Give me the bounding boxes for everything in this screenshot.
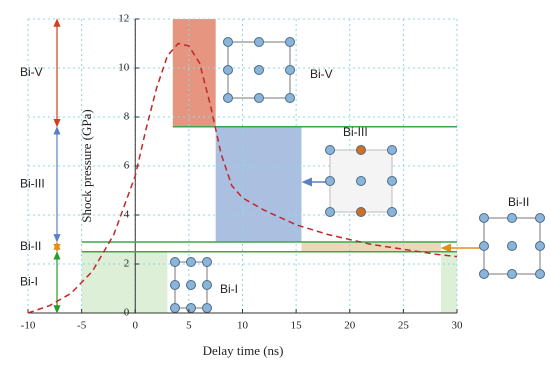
atom [254, 93, 264, 103]
atom [325, 145, 335, 155]
atom [507, 241, 517, 251]
region [215, 126, 302, 242]
atom [285, 37, 295, 47]
data-line [27, 42, 458, 314]
x-tick-label: 20 [344, 320, 356, 332]
atom [170, 280, 180, 290]
x-tick-label: 30 [452, 320, 464, 332]
y-tick-label: 12 [118, 13, 129, 25]
atom [479, 241, 489, 251]
atom [325, 176, 335, 186]
x-tick-label: 10 [237, 320, 249, 332]
phase-label: Bi-I [20, 275, 38, 289]
atom [507, 213, 517, 223]
y-axis-label: Shock pressure (GPa) [79, 109, 94, 222]
atom [202, 257, 212, 267]
atom [356, 145, 366, 155]
atom [356, 207, 366, 217]
atom [325, 207, 335, 217]
x-tick-label: 0 [133, 320, 139, 332]
atom [186, 303, 196, 313]
region [301, 241, 441, 252]
y-tick-label: 2 [124, 258, 130, 270]
x-tick-label: 25 [398, 320, 410, 332]
region [172, 19, 216, 127]
x-tick-label: -10 [21, 320, 36, 332]
atom [479, 269, 489, 279]
x-tick-label: -5 [77, 320, 87, 332]
atom [223, 93, 233, 103]
atom [479, 213, 489, 223]
atom [186, 280, 196, 290]
x-tick-label: 15 [291, 320, 303, 332]
x-axis-label: Delay time (ns) [203, 343, 284, 358]
atom [170, 257, 180, 267]
atom [254, 37, 264, 47]
atom [535, 213, 545, 223]
atom [186, 257, 196, 267]
annotation: Bi-III [343, 125, 368, 139]
atom [285, 93, 295, 103]
atom [223, 37, 233, 47]
annotation: Bi-I [220, 282, 238, 296]
crystals [170, 37, 545, 313]
region [440, 251, 457, 313]
y-tick-label: 6 [124, 160, 130, 172]
atom [356, 176, 366, 186]
region [81, 251, 168, 313]
atom [535, 269, 545, 279]
atom [387, 145, 397, 155]
atom [387, 207, 397, 217]
phase-label: Bi-III [20, 177, 45, 191]
atom [254, 65, 264, 75]
atom [507, 269, 517, 279]
phase-label: Bi-V [20, 65, 43, 79]
x-tick-label: 5 [186, 320, 192, 332]
annotation: Bi-II [508, 195, 529, 209]
atom [202, 280, 212, 290]
y-tick-label: 4 [124, 209, 130, 221]
atom [387, 176, 397, 186]
atom [535, 241, 545, 251]
y-tick-label: 8 [124, 111, 130, 123]
atom [202, 303, 212, 313]
phase-label: Bi-II [20, 239, 41, 253]
annotation: Bi-V [310, 67, 333, 81]
y-tick-label: 10 [118, 62, 130, 74]
atom [285, 65, 295, 75]
atom [223, 65, 233, 75]
atom [170, 303, 180, 313]
